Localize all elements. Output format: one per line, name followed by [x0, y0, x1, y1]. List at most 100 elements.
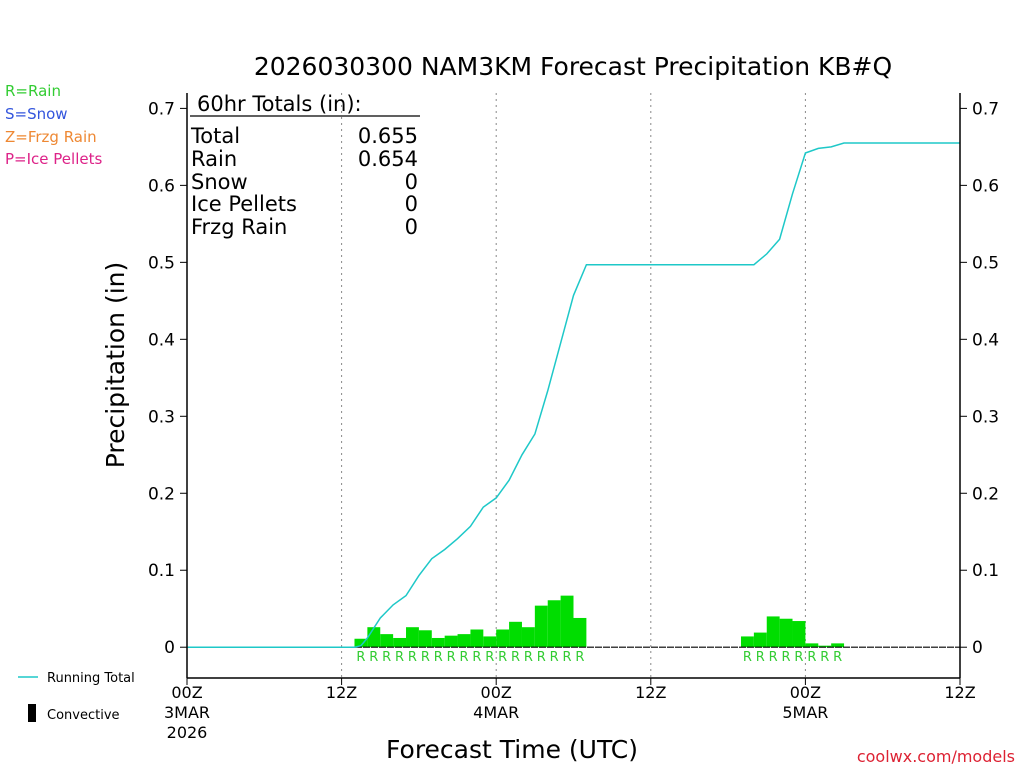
precip-bar-h27: [521, 627, 535, 648]
totals-value-rain: 0.654: [358, 147, 418, 171]
precip-bar-h18: [406, 627, 419, 648]
y-tick-label-left: 0.5: [148, 253, 175, 273]
ptype-label-h49: R: [807, 650, 816, 665]
totals-value-snow: 0: [405, 170, 418, 194]
y-tick-label-right: 0.7: [972, 99, 999, 119]
precip-bar-h25: [496, 629, 510, 648]
y-tick-label-left: 0.3: [148, 407, 175, 427]
ptype-label-h18: R: [408, 650, 417, 665]
ptype-label-h45: R: [756, 650, 765, 665]
x-tick-label: 12Z: [635, 683, 666, 702]
precip-bar-h20: [431, 637, 445, 648]
precip-bar-h26: [509, 621, 522, 648]
ptype-label-h30: R: [563, 650, 572, 665]
precip-bar-h17: [393, 637, 407, 648]
totals-label-ice-pellets: Ice Pellets: [191, 192, 297, 216]
precip-bar-h45: [753, 632, 767, 648]
convective-legend-swatch: [28, 704, 36, 722]
precip-bar-h44: [740, 636, 754, 648]
ptype-legend: R=Rain S=Snow Z=Frzg Rain P=Ice Pellets: [5, 82, 102, 168]
chart-title: 2026030300 NAM3KM Forecast Precipitation…: [254, 52, 892, 81]
totals-value-ice-pellets: 0: [405, 192, 418, 216]
series-legend: Running Total Convective: [18, 671, 135, 723]
precip-bar-h29: [547, 600, 561, 648]
ptype-label-h29: R: [550, 650, 559, 665]
y-tick-label-right: 0.5: [972, 253, 999, 273]
ptype-legend-frzg-rain: Z=Frzg Rain: [5, 128, 97, 146]
totals-box: 60hr Totals (in): Total 0.655 Rain 0.654…: [190, 92, 420, 239]
totals-label-total: Total: [190, 124, 240, 148]
y-tick-label-left: 0.1: [148, 561, 175, 581]
x-tick-label: 00Z: [790, 683, 821, 702]
ptype-legend-snow: S=Snow: [5, 105, 68, 123]
x-tick-date-label: 3MAR: [164, 703, 210, 722]
precip-bar-h21: [444, 635, 458, 648]
x-tick-label: 12Z: [944, 683, 975, 702]
ptype-label-h16: R: [382, 650, 391, 665]
totals-label-frzg-rain: Frzg Rain: [191, 215, 287, 239]
totals-value-total: 0.655: [358, 124, 418, 148]
ptype-label-h17: R: [395, 650, 404, 665]
ptype-label-h15: R: [369, 650, 378, 665]
x-tick-label: 00Z: [481, 683, 512, 702]
ptype-label-h27: R: [524, 650, 533, 665]
precip-bar-h23: [470, 629, 484, 648]
y-tick-label-right: 0.4: [972, 330, 999, 350]
axis-layer: 0 00.1 0.10.2 0.20.3 0.30.4 0.40.5 0.50.6 0.60.…: [148, 93, 999, 742]
precip-bar-h16: [380, 634, 394, 648]
bar-layer: [354, 595, 845, 648]
ptype-label-h46: R: [769, 650, 778, 665]
running-total-legend-label: Running Total: [47, 671, 135, 686]
y-tick-label-right: 0.6: [972, 176, 999, 196]
precip-bar-h24: [483, 636, 497, 648]
grid-layer: [341, 93, 806, 678]
ptype-label-h24: R: [485, 650, 494, 665]
precip-bar-h50: [818, 645, 832, 648]
ptype-label-h19: R: [421, 650, 430, 665]
ptype-label-h26: R: [511, 650, 520, 665]
y-tick-label-left: 0.7: [148, 99, 175, 119]
running-total-line: [187, 142, 960, 648]
ptype-label-h25: R: [498, 650, 507, 665]
convective-legend-label: Convective: [47, 708, 120, 723]
precip-bar-h22: [457, 634, 471, 648]
y-tick-label-left: 0.2: [148, 484, 175, 504]
y-tick-label-left: 0: [164, 638, 175, 658]
ptype-legend-rain: R=Rain: [5, 82, 61, 100]
x-tick-label: 00Z: [171, 683, 202, 702]
ptype-label-h20: R: [434, 650, 443, 665]
y-tick-label-right: 0.2: [972, 484, 999, 504]
x-tick-label: 12Z: [326, 683, 357, 702]
precip-bar-h48: [792, 621, 806, 648]
ptype-label-h31: R: [575, 650, 584, 665]
totals-label-snow: Snow: [191, 170, 248, 194]
y-tick-label-right: 0.1: [972, 561, 999, 581]
precip-bar-h14: [354, 638, 368, 648]
totals-value-frzg-rain: 0: [405, 215, 418, 239]
precip-bar-h28: [534, 605, 548, 648]
precip-bar-h30: [560, 595, 574, 648]
y-tick-label-right: 0: [972, 638, 983, 658]
x-tick-date-label: 4MAR: [473, 703, 519, 722]
precip-bar-h47: [779, 618, 793, 648]
x-axis-label: Forecast Time (UTC): [386, 735, 638, 764]
credit-text: coolwx.com/models: [857, 747, 1015, 766]
x-tick-date-label: 5MAR: [782, 703, 828, 722]
y-tick-label-right: 0.3: [972, 407, 999, 427]
y-axis-label: Precipitation (in): [101, 262, 130, 469]
line-layer: [187, 142, 960, 648]
ptype-label-h50: R: [820, 650, 829, 665]
x-tick-year-label: 2026: [167, 723, 208, 742]
ptype-legend-ice-pellets: P=Ice Pellets: [5, 150, 102, 168]
totals-label-rain: Rain: [191, 147, 237, 171]
totals-header: 60hr Totals (in):: [197, 92, 362, 116]
ptype-label-h47: R: [782, 650, 791, 665]
ptype-label-h14: R: [356, 650, 365, 665]
precip-bar-h49: [805, 643, 819, 648]
ptype-label-h21: R: [447, 650, 456, 665]
ptype-label-h48: R: [794, 650, 803, 665]
precip-bar-h15: [367, 627, 381, 648]
ptype-label-h22: R: [459, 650, 468, 665]
